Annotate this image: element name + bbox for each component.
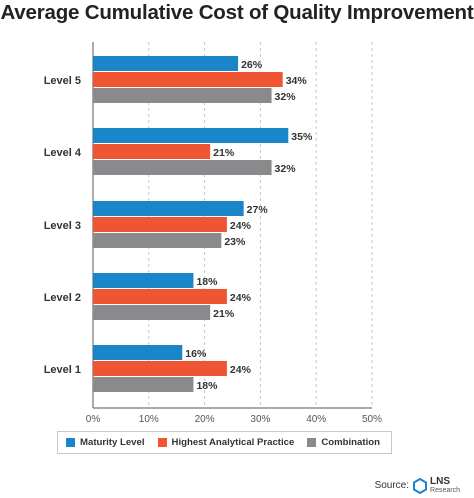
x-tick-label: 20% xyxy=(195,414,215,425)
legend: Maturity Level Highest Analytical Practi… xyxy=(57,431,392,454)
category-label: Level 5 xyxy=(44,75,81,87)
category-label: Level 4 xyxy=(44,147,82,159)
source-label: Source: xyxy=(374,480,410,491)
bar xyxy=(93,160,272,175)
legend-item-combination: Combination xyxy=(307,437,380,448)
logo-sub: Research xyxy=(430,487,460,494)
x-tick-label: 50% xyxy=(362,414,382,425)
legend-item-analytical: Highest Analytical Practice xyxy=(157,437,295,448)
data-label: 21% xyxy=(213,147,235,159)
data-label: 32% xyxy=(275,91,297,103)
data-label: 26% xyxy=(241,59,263,71)
x-tick-label: 0% xyxy=(86,414,101,425)
bar xyxy=(93,217,227,232)
bar xyxy=(93,128,289,143)
lns-logo-icon xyxy=(413,477,428,494)
bar xyxy=(93,144,211,159)
bar xyxy=(93,72,283,87)
data-label: 21% xyxy=(213,308,235,320)
category-label: Level 1 xyxy=(44,364,81,376)
data-label: 24% xyxy=(230,292,252,304)
lns-logo-text: LNS Research xyxy=(430,476,460,495)
data-label: 24% xyxy=(230,220,252,232)
bar xyxy=(93,201,244,216)
legend-label-maturity: Maturity Level xyxy=(80,437,145,448)
legend-swatch-maturity xyxy=(66,438,75,447)
data-label: 35% xyxy=(291,131,313,143)
bar xyxy=(93,361,227,376)
bar xyxy=(93,289,227,304)
bar xyxy=(93,305,211,320)
x-tick-label: 10% xyxy=(139,414,159,425)
data-label: 27% xyxy=(247,204,269,216)
legend-label-analytical: Highest Analytical Practice xyxy=(171,437,295,448)
bar xyxy=(93,273,194,288)
data-label: 24% xyxy=(230,364,252,376)
legend-label-combination: Combination xyxy=(321,437,380,448)
logo-name: LNS xyxy=(430,476,451,487)
bar xyxy=(93,88,272,103)
category-label: Level 2 xyxy=(44,292,81,304)
category-label: Level 3 xyxy=(44,220,81,232)
source-credit: Source: LNS Research xyxy=(374,476,460,495)
bar-chart: 0% 10% 20% 30% 40% 50% Level 5 26% 34% 32% Level 4… xyxy=(44,42,382,425)
chart-title: Average Cumulative Cost of Quality Impro… xyxy=(0,1,474,24)
data-label: 18% xyxy=(196,380,218,392)
legend-swatch-analytical xyxy=(157,438,167,447)
bar xyxy=(93,233,222,248)
bar xyxy=(93,377,194,392)
data-label: 23% xyxy=(224,236,246,248)
bar xyxy=(93,345,183,360)
x-tick-label: 30% xyxy=(250,414,270,425)
data-label: 32% xyxy=(275,163,297,175)
x-tick-label: 40% xyxy=(306,414,326,425)
data-label: 16% xyxy=(185,348,207,360)
data-label: 18% xyxy=(196,276,218,288)
legend-item-maturity: Maturity Level xyxy=(66,437,145,448)
bar xyxy=(93,56,239,71)
data-label: 34% xyxy=(286,75,308,87)
legend-swatch-combination xyxy=(307,438,317,447)
